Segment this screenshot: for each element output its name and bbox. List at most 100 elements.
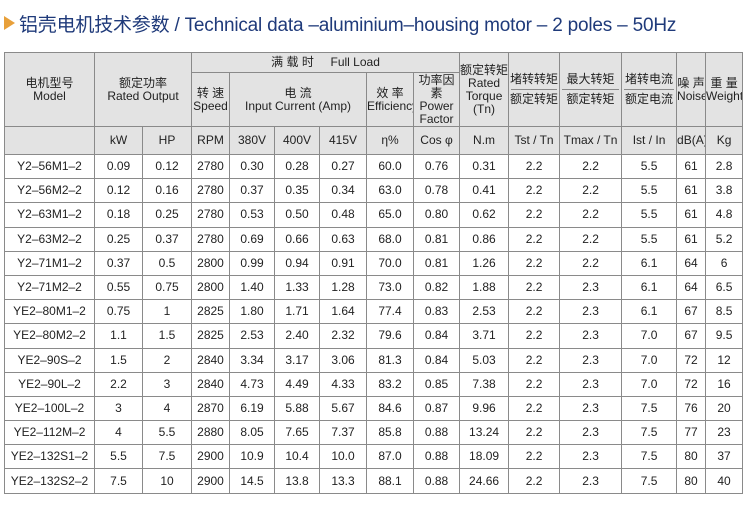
value-cell: 4	[94, 420, 143, 446]
value-cell: 0.82	[413, 274, 461, 301]
value-cell: 40	[705, 468, 744, 494]
value-cell: 2825	[191, 299, 231, 325]
table-row: YE2–90S–2 1.5 2 2840 3.34 3.17 3.06 81.3 0.84 5.0…	[4, 347, 744, 373]
value-cell: 2.2	[559, 202, 623, 228]
model-cell: Y2–71M2–2	[4, 274, 95, 301]
value-cell: 7.0	[621, 371, 678, 397]
header-rated-torque: 额定转矩 Rated Torque (Tn)	[459, 52, 510, 127]
value-cell: 63.0	[366, 178, 415, 204]
value-cell: 2.2	[508, 178, 561, 204]
value-cell: 2.2	[508, 444, 561, 470]
unit-cell: RPM	[191, 126, 231, 155]
value-cell: 10	[141, 468, 193, 494]
table-row: YE2–80M2–2 1.1 1.5 2825 2.53 2.40 2.32 79.6 0.84…	[4, 323, 744, 349]
value-cell: 0.62	[459, 202, 510, 228]
value-cell: 2.2	[508, 299, 561, 325]
header-pf-en: Power Factor	[419, 98, 454, 126]
value-cell: 7.5	[621, 395, 678, 422]
header-locked-current-cn2: 额定电流	[625, 92, 674, 106]
value-cell: 1.26	[459, 250, 510, 276]
value-cell: 0.27	[319, 153, 368, 180]
value-cell: 83.2	[366, 371, 415, 397]
unit-cell-empty	[4, 126, 95, 155]
value-cell: 2.3	[559, 274, 623, 301]
value-cell: 9.96	[459, 395, 510, 422]
unit-cell: HP	[141, 126, 193, 155]
fraction-divider	[511, 89, 558, 90]
value-cell: 0.48	[319, 202, 368, 228]
header-locked-torque-cn: 堵转转矩	[510, 72, 559, 86]
value-cell: 2.2	[508, 323, 561, 349]
model-cell: YE2–100L–2	[4, 395, 95, 422]
value-cell: 14.5	[229, 468, 276, 494]
unit-cell: kW	[94, 126, 143, 155]
value-cell: 0.37	[229, 178, 276, 204]
header-full-load: 满 载 时 Full Load	[191, 52, 461, 73]
value-cell: 7.5	[141, 444, 193, 470]
unit-cell: 400V	[274, 126, 321, 155]
value-cell: 4	[141, 395, 193, 422]
value-cell: 2.8	[705, 153, 744, 180]
value-cell: 0.83	[413, 299, 461, 325]
header-current: 电 流 Input Current (Amp)	[229, 72, 368, 127]
bullet-triangle-icon	[4, 16, 15, 30]
value-cell: 4.8	[705, 202, 744, 228]
value-cell: 10.0	[319, 444, 368, 470]
unit-cell: Tst / Tn	[508, 126, 561, 155]
header-model: 电机型号 Model	[4, 52, 95, 127]
value-cell: 3	[94, 395, 143, 422]
value-cell: 64	[676, 274, 707, 301]
value-cell: 2.2	[508, 347, 561, 373]
value-cell: 70.0	[366, 250, 415, 276]
value-cell: 6.1	[621, 274, 678, 301]
value-cell: 2	[141, 347, 193, 373]
value-cell: 2.3	[559, 444, 623, 470]
value-cell: 80	[676, 468, 707, 494]
model-cell: YE2–80M1–2	[4, 299, 95, 325]
value-cell: 10.9	[229, 444, 276, 470]
value-cell: 5.5	[621, 202, 678, 228]
model-cell: YE2–132S1–2	[4, 444, 95, 470]
header-model-cn: 电机型号	[25, 75, 74, 90]
header-weight-en: Weight	[706, 88, 743, 103]
value-cell: 5.5	[621, 153, 678, 180]
unit-cell: N.m	[459, 126, 510, 155]
value-cell: 0.88	[413, 444, 461, 470]
value-cell: 0.34	[319, 178, 368, 204]
value-cell: 3.8	[705, 178, 744, 204]
value-cell: 0.99	[229, 250, 276, 276]
value-cell: 64	[676, 250, 707, 276]
header-efficiency: 效 率 Efficiency	[366, 72, 415, 127]
value-cell: 4.49	[274, 371, 321, 397]
value-cell: 0.30	[229, 153, 276, 180]
value-cell: 0.66	[274, 226, 321, 252]
value-cell: 2.53	[459, 299, 510, 325]
technical-data-table: 电机型号 Model 额定功率 Rated Output 满 载 时 Full …	[4, 52, 744, 494]
value-cell: 2.3	[559, 299, 623, 325]
value-cell: 61	[676, 178, 707, 204]
table-row: Y2–63M1–2 0.18 0.25 2780 0.53 0.50 0.48 65.0 0.8…	[4, 202, 744, 228]
value-cell: 3.34	[229, 347, 276, 373]
value-cell: 2.53	[229, 323, 276, 349]
unit-cell: dB(A)	[676, 126, 707, 155]
fraction-divider	[562, 89, 620, 90]
value-cell: 2840	[191, 371, 231, 397]
unit-cell: 415V	[319, 126, 368, 155]
header-noise: 噪 声 Noise	[676, 52, 707, 127]
value-cell: 4.73	[229, 371, 276, 397]
model-cell: YE2–90L–2	[4, 371, 95, 397]
value-cell: 72	[676, 371, 707, 397]
value-cell: 6.1	[621, 299, 678, 325]
value-cell: 7.0	[621, 323, 678, 349]
value-cell: 0.53	[229, 202, 276, 228]
value-cell: 3.17	[274, 347, 321, 373]
value-cell: 6.1	[621, 250, 678, 276]
value-cell: 76	[676, 395, 707, 422]
value-cell: 0.63	[319, 226, 368, 252]
value-cell: 2800	[191, 250, 231, 276]
model-cell: Y2–63M2–2	[4, 226, 95, 252]
value-cell: 9.5	[705, 323, 744, 349]
value-cell: 23	[705, 420, 744, 446]
value-cell: 2.3	[559, 371, 623, 397]
value-cell: 2.2	[508, 274, 561, 301]
